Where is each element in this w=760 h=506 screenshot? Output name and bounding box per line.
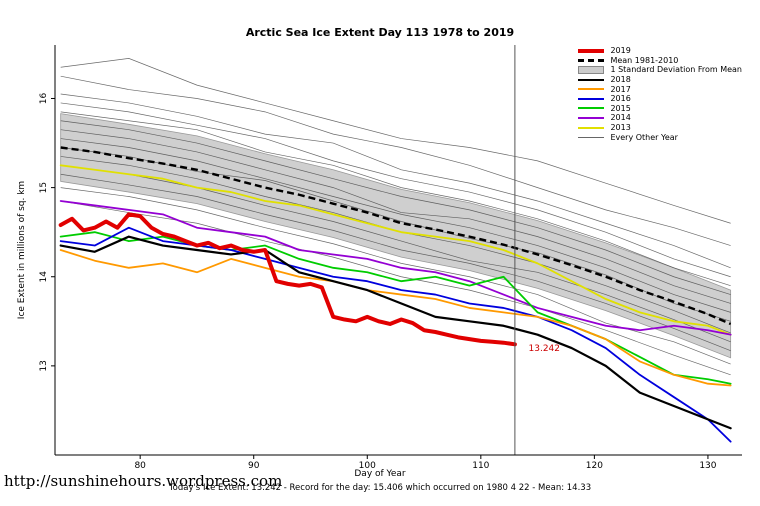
- series-line-2015: [59, 231, 732, 385]
- legend-swatch: [578, 65, 605, 74]
- y-axis-title: Ice Extent in millions of sq. km: [17, 181, 27, 319]
- mean-line: [60, 146, 732, 326]
- x-tick-label: 100: [359, 461, 376, 471]
- y-tick-label: 14: [39, 271, 49, 283]
- std-deviation-band: [60, 113, 732, 359]
- legend-label: 2019: [610, 46, 631, 56]
- x-tick-label: 80: [134, 461, 146, 471]
- y-tick-label: 15: [39, 182, 49, 193]
- legend-swatch: [578, 97, 605, 100]
- legend-swatch: [578, 126, 605, 129]
- chart-legend: 2019 Mean 1981-2010 1 Standard Deviation F…: [578, 46, 742, 142]
- series-line-2014: [59, 200, 732, 336]
- legend-label: 1 Standard Deviation From Mean: [610, 65, 742, 75]
- current-extent-annotation: 13.242: [529, 344, 561, 354]
- legend-swatch: [578, 58, 605, 62]
- y-tick-label: 13: [39, 360, 49, 371]
- legend-swatch: [578, 107, 605, 110]
- footer-stats: Today's Ice Extent: 13.242 - Record for …: [168, 483, 592, 493]
- other-year-line-7: [60, 138, 731, 313]
- x-tick-label: 90: [248, 461, 260, 471]
- legend-label: 2017: [610, 84, 631, 94]
- legend-item-every-other-year: Every Other Year: [578, 132, 742, 142]
- legend-item-2017: 2017: [578, 84, 742, 94]
- legend-label: 2016: [610, 94, 631, 104]
- other-year-line-3: [60, 102, 731, 278]
- legend-swatch: [578, 88, 605, 91]
- legend-item-mean-1981-2010: Mean 1981-2010: [578, 56, 742, 66]
- legend-swatch: [578, 136, 605, 138]
- page-title: Arctic Sea Ice Extent Day 113 1978 to 20…: [245, 26, 515, 39]
- legend-label: Every Other Year: [610, 132, 678, 142]
- x-tick-label: 130: [699, 461, 716, 471]
- series-line-2016: [59, 226, 732, 443]
- legend-item-2013: 2013: [578, 123, 742, 133]
- other-year-line-11: [60, 173, 731, 352]
- legend-item-1-standard-deviation-from-mean: 1 Standard Deviation From Mean: [578, 65, 742, 75]
- legend-item-2018: 2018: [578, 75, 742, 85]
- legend-label: 2018: [610, 75, 631, 85]
- x-tick-label: 110: [472, 461, 489, 471]
- legend-swatch: [578, 116, 605, 119]
- series-line-2017: [59, 249, 732, 387]
- legend-item-2016: 2016: [578, 94, 742, 104]
- x-axis-title: Day of Year: [354, 469, 406, 479]
- series-line-2018: [59, 235, 732, 430]
- other-year-line-1: [60, 75, 731, 246]
- other-year-line-2: [60, 93, 731, 269]
- legend-label: 2015: [610, 103, 631, 113]
- legend-label: 2013: [610, 123, 631, 133]
- other-year-line-4: [60, 111, 731, 286]
- legend-label: 2014: [610, 113, 631, 123]
- site-url-link[interactable]: http://sunshinehours.wordpress.com: [4, 472, 283, 490]
- series-line-2013: [59, 164, 732, 336]
- other-year-line-6: [60, 129, 731, 304]
- other-year-line-0: [60, 58, 731, 224]
- x-tick-label: 120: [586, 461, 603, 471]
- other-year-line-10: [60, 164, 731, 343]
- legend-item-2019: 2019: [578, 46, 742, 56]
- legend-label: Mean 1981-2010: [610, 55, 679, 65]
- legend-swatch: [578, 78, 605, 81]
- series-line-2019: [58, 212, 517, 347]
- y-tick-label: 16: [39, 92, 49, 104]
- legend-swatch: [578, 48, 605, 53]
- other-year-line-5: [60, 120, 731, 295]
- legend-item-2014: 2014: [578, 113, 742, 123]
- legend-item-2015: 2015: [578, 104, 742, 114]
